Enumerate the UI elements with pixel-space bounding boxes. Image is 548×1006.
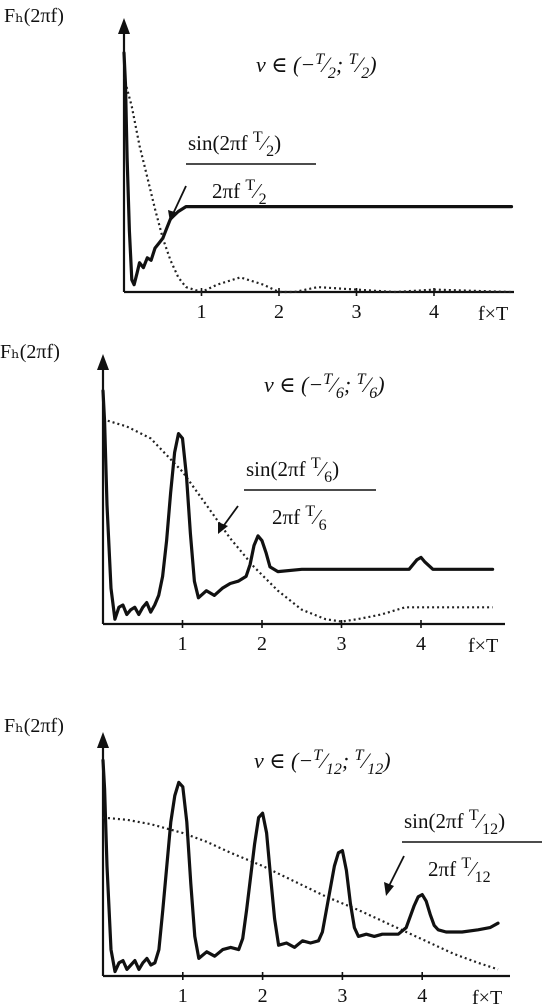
svg-text:sin(2πf T⁄2): sin(2πf T⁄2)	[188, 129, 281, 160]
x-axis-label: f×T	[468, 635, 498, 657]
interval-annotation: ν ∈ (−T⁄2; T⁄2)	[256, 51, 377, 82]
x-ticks: 1 2 3 4	[178, 620, 426, 655]
x-tick-label: 2	[257, 633, 267, 655]
x-ticks: 1 2 3 4	[178, 972, 427, 1006]
sinc-fraction-label: sin(2πf T⁄2) 2πf T⁄2	[186, 129, 316, 208]
x-tick-label: 3	[337, 633, 347, 655]
x-tick-label: 4	[416, 633, 426, 655]
y-axis-label: Fₕ(2πf)	[4, 715, 64, 737]
x-tick-label: 2	[274, 301, 284, 323]
y-axis-arrow	[118, 18, 130, 34]
svg-text:sin(2πf T⁄12): sin(2πf T⁄12)	[404, 807, 505, 838]
spectrum-curve	[101, 389, 495, 621]
x-tick-label: 4	[429, 301, 439, 323]
sinc-fraction-label: sin(2πf T⁄12) 2πf T⁄12	[402, 807, 542, 886]
svg-text:2πf T⁄6: 2πf T⁄6	[272, 503, 327, 534]
x-tick-label: 1	[178, 985, 188, 1006]
chart-panel-1: Fₕ(2πf) 1 2 3 4 f×T ν ∈ (−T⁄2; T⁄2) sin(2πf…	[4, 5, 514, 325]
chart-panel-2: Fₕ(2πf) 1 2 3 4 f×T ν ∈ (−T⁄6; T⁄6) sin(2πf…	[0, 341, 505, 657]
svg-text:2πf T⁄2: 2πf T⁄2	[212, 177, 267, 208]
x-axis-label: f×T	[472, 987, 502, 1006]
svg-text:sin(2πf T⁄6): sin(2πf T⁄6)	[246, 455, 339, 486]
interval-annotation: ν ∈ (−T⁄12; T⁄12)	[254, 747, 391, 778]
svg-text:ν ∈ (−T⁄2; T⁄2): ν ∈ (−T⁄2; T⁄2)	[256, 51, 377, 82]
x-tick-label: 2	[258, 985, 268, 1006]
y-axis-arrow	[97, 354, 109, 370]
x-axis-label: f×T	[478, 303, 508, 325]
svg-text:ν ∈ (−T⁄6; T⁄6): ν ∈ (−T⁄6; T⁄6)	[264, 371, 385, 402]
spectrum-curve	[101, 758, 500, 974]
sinc-envelope-curve	[122, 77, 512, 294]
x-tick-label: 1	[178, 633, 188, 655]
y-axis-arrow	[97, 732, 109, 748]
x-tick-label: 3	[352, 301, 362, 323]
x-tick-label: 4	[417, 985, 427, 1006]
sinc-fraction-label: sin(2πf T⁄6) 2πf T⁄6	[244, 455, 376, 534]
pointer-arrow	[168, 185, 187, 222]
spectrum-curve	[122, 51, 514, 287]
x-tick-label: 1	[197, 301, 207, 323]
chart-panel-3: Fₕ(2πf) 1 2 3 4 f×T ν ∈ (−T⁄12; T⁄12) sin(2…	[4, 715, 542, 1006]
x-tick-label: 3	[337, 985, 347, 1006]
interval-annotation: ν ∈ (−T⁄6; T⁄6)	[264, 371, 385, 402]
svg-text:2πf T⁄12: 2πf T⁄12	[428, 855, 491, 886]
pointer-arrow	[384, 855, 405, 896]
svg-text:ν ∈ (−T⁄12; T⁄12): ν ∈ (−T⁄12; T⁄12)	[254, 747, 391, 778]
sinc-envelope-curve	[102, 816, 499, 971]
y-axis-label: Fₕ(2πf)	[0, 341, 60, 363]
y-axis-label: Fₕ(2πf)	[4, 5, 64, 27]
pointer-arrow	[218, 505, 239, 534]
x-ticks: 1 2 3 4	[197, 288, 439, 323]
